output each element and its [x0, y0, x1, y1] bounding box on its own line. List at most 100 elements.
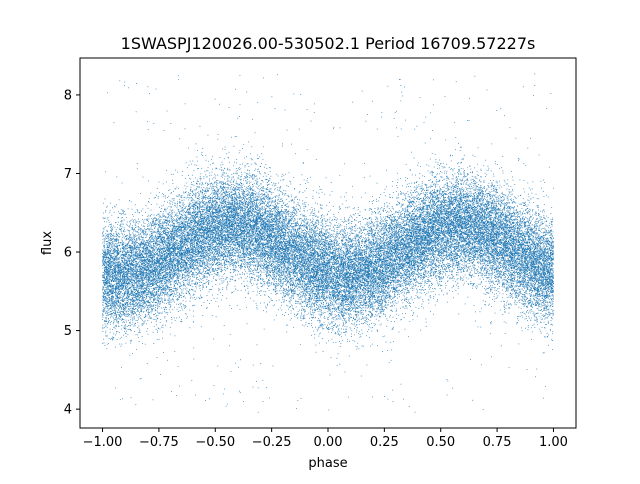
data-point [162, 337, 164, 339]
data-point [274, 254, 276, 256]
data-point [155, 252, 157, 253]
data-point [482, 249, 483, 251]
data-point [291, 212, 293, 214]
data-point [157, 277, 159, 279]
data-point [369, 287, 371, 289]
data-point [468, 120, 470, 121]
data-point [186, 268, 187, 270]
data-point [288, 240, 290, 242]
data-point [226, 236, 228, 238]
data-point [317, 267, 318, 268]
data-point [431, 282, 433, 284]
data-point [197, 279, 199, 280]
data-point [224, 193, 225, 195]
data-point [295, 214, 296, 216]
data-point [494, 229, 496, 231]
data-point [112, 260, 114, 262]
data-point [484, 194, 486, 196]
data-point [121, 283, 123, 284]
data-point [250, 246, 252, 248]
data-point [498, 224, 500, 226]
data-point [348, 241, 350, 243]
data-point [110, 262, 112, 264]
data-point [236, 201, 238, 203]
data-point [191, 270, 192, 272]
data-point [245, 189, 247, 190]
data-point [514, 269, 516, 271]
data-point [363, 262, 365, 263]
data-point [345, 257, 346, 259]
data-point [414, 242, 416, 244]
data-point [440, 285, 442, 287]
data-point [509, 213, 511, 215]
data-point [116, 259, 118, 261]
data-point [343, 316, 344, 318]
data-point [183, 273, 185, 275]
data-point [111, 265, 113, 267]
data-point [279, 278, 281, 280]
data-point [107, 290, 109, 292]
data-point [335, 308, 337, 310]
data-point [457, 232, 458, 234]
data-point [450, 238, 452, 240]
data-point [125, 291, 127, 293]
data-point [546, 294, 548, 296]
data-point [490, 219, 491, 220]
data-point [367, 261, 369, 262]
data-point [537, 229, 539, 231]
data-point [382, 220, 384, 222]
data-point [509, 228, 511, 230]
data-point [423, 277, 425, 279]
data-point [529, 289, 531, 290]
data-point [367, 268, 369, 269]
data-point [281, 276, 283, 278]
data-point [319, 292, 321, 293]
data-point [402, 216, 404, 218]
data-point [452, 238, 454, 240]
data-point [339, 330, 341, 332]
data-point [395, 235, 397, 237]
data-point [344, 315, 345, 316]
data-point [441, 233, 443, 234]
data-point [294, 262, 296, 264]
data-point [448, 224, 450, 226]
data-point [430, 240, 432, 242]
data-point [379, 310, 381, 312]
data-point [215, 279, 217, 280]
data-point [386, 231, 388, 233]
data-point [278, 195, 280, 196]
data-point [121, 291, 122, 293]
data-point [528, 285, 530, 286]
data-point [122, 257, 123, 259]
data-point [500, 345, 502, 347]
data-point [133, 276, 134, 277]
data-point [201, 274, 203, 275]
data-point [442, 244, 443, 246]
data-point [212, 265, 214, 267]
data-point [368, 314, 370, 316]
data-point [391, 247, 393, 249]
data-point [124, 303, 126, 305]
data-point [534, 234, 536, 236]
data-point [452, 178, 454, 180]
data-point [533, 299, 535, 301]
data-point [552, 285, 554, 287]
data-point [437, 222, 438, 224]
data-point [325, 259, 327, 261]
data-point [406, 246, 408, 248]
data-point [156, 252, 157, 254]
data-point [378, 286, 379, 288]
data-point [470, 205, 472, 207]
data-point [120, 273, 122, 274]
data-point [199, 263, 201, 265]
data-point [137, 306, 138, 308]
data-point [530, 220, 532, 222]
data-point [449, 193, 451, 195]
data-point [395, 289, 397, 291]
data-point [394, 279, 396, 281]
data-point [437, 220, 439, 222]
data-point [501, 237, 503, 239]
data-point [466, 120, 468, 121]
data-point [151, 295, 153, 297]
data-point [490, 212, 492, 214]
